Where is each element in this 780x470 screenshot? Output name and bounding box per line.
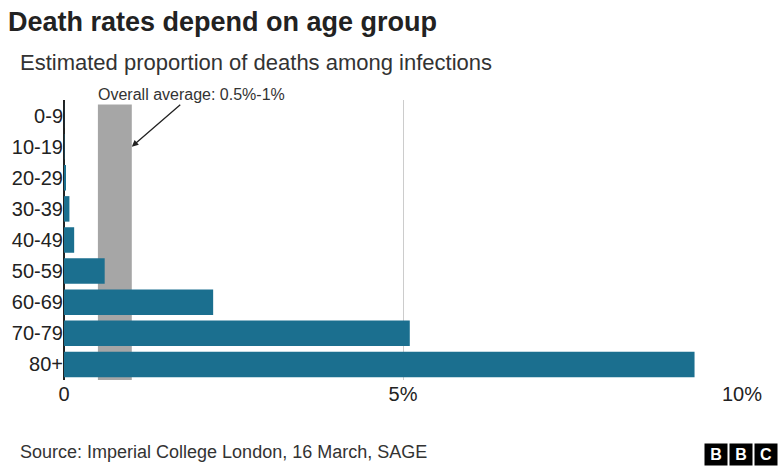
svg-text:Source: Imperial College Londo: Source: Imperial College London, 16 Marc… <box>20 442 427 462</box>
svg-text:30-39: 30-39 <box>12 198 63 220</box>
svg-text:Estimated proportion of deaths: Estimated proportion of deaths among inf… <box>20 50 492 75</box>
svg-text:B: B <box>710 446 722 463</box>
svg-text:Overall average: 0.5%-1%: Overall average: 0.5%-1% <box>98 86 285 103</box>
svg-text:40-49: 40-49 <box>12 229 63 251</box>
svg-text:B: B <box>735 446 747 463</box>
svg-text:20-29: 20-29 <box>12 167 63 189</box>
svg-text:10%: 10% <box>722 383 762 405</box>
svg-text:C: C <box>760 446 772 463</box>
svg-text:5%: 5% <box>389 383 418 405</box>
svg-text:70-79: 70-79 <box>12 322 63 344</box>
svg-text:50-59: 50-59 <box>12 260 63 282</box>
svg-text:10-19: 10-19 <box>12 136 63 158</box>
svg-text:60-69: 60-69 <box>12 291 63 313</box>
svg-text:0-9: 0-9 <box>34 105 63 127</box>
svg-text:0: 0 <box>58 383 69 405</box>
svg-text:80+: 80+ <box>29 353 63 375</box>
svg-text:Death rates depend on age grou: Death rates depend on age group <box>8 7 437 37</box>
